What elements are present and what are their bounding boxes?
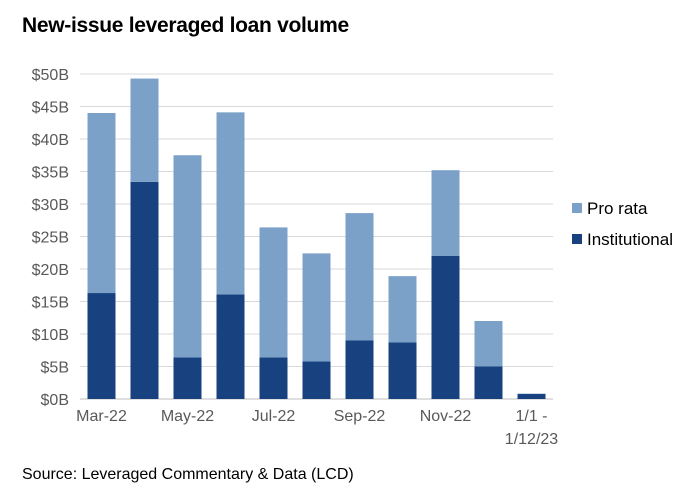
- bar-pro-rata-4: [259, 227, 288, 358]
- x-tick-label: Jul-22: [252, 408, 296, 425]
- bar-institutional-1: [130, 181, 159, 399]
- y-tick-label: $25B: [32, 230, 69, 247]
- legend-label-pro-rata: Pro rata: [587, 199, 648, 218]
- bar-institutional-2: [173, 357, 202, 399]
- x-tick-label: Sep-22: [334, 408, 386, 425]
- bar-institutional-8: [431, 256, 460, 399]
- bar-institutional-5: [302, 361, 331, 399]
- y-tick-label: $40B: [32, 132, 69, 149]
- y-tick-label: $0B: [41, 392, 69, 409]
- bar-pro-rata-9: [474, 321, 503, 367]
- bar-pro-rata-6: [345, 213, 374, 341]
- bar-pro-rata-7: [388, 276, 417, 343]
- y-tick-label: $30B: [32, 197, 69, 214]
- chart-title: New-issue leveraged loan volume: [22, 14, 349, 37]
- bar-institutional-0: [87, 293, 116, 399]
- legend-swatch-pro-rata: [572, 203, 582, 213]
- y-tick-label: $45B: [32, 100, 69, 117]
- bar-institutional-3: [216, 294, 245, 399]
- y-tick-label: $20B: [32, 262, 69, 279]
- bar-institutional-6: [345, 340, 374, 399]
- bar-pro-rata-0: [87, 113, 116, 294]
- bar-pro-rata-8: [431, 170, 460, 256]
- y-tick-label: $50B: [32, 67, 69, 84]
- bar-institutional-7: [388, 342, 417, 399]
- legend-label-institutional: Institutional: [587, 230, 673, 249]
- bar-pro-rata-3: [216, 112, 245, 295]
- bar-pro-rata-1: [130, 78, 159, 182]
- source-note: Source: Leveraged Commentary & Data (LCD…: [22, 466, 354, 483]
- bar-institutional-9: [474, 366, 503, 399]
- x-tick-label: May-22: [161, 408, 214, 425]
- bar-institutional-4: [259, 357, 288, 399]
- x-tick-label: 1/1 -1/12/23: [505, 408, 558, 448]
- bar-pro-rata-2: [173, 155, 202, 358]
- y-tick-label: $15B: [32, 295, 69, 312]
- x-tick-label: Nov-22: [420, 408, 472, 425]
- y-tick-label: $5B: [41, 360, 69, 377]
- legend-swatch-institutional: [572, 234, 582, 244]
- x-tick-label: Mar-22: [76, 408, 127, 425]
- y-tick-label: $35B: [32, 165, 69, 182]
- bar-pro-rata-5: [302, 253, 331, 362]
- y-tick-label: $10B: [32, 327, 69, 344]
- bar-institutional-10: [517, 393, 546, 399]
